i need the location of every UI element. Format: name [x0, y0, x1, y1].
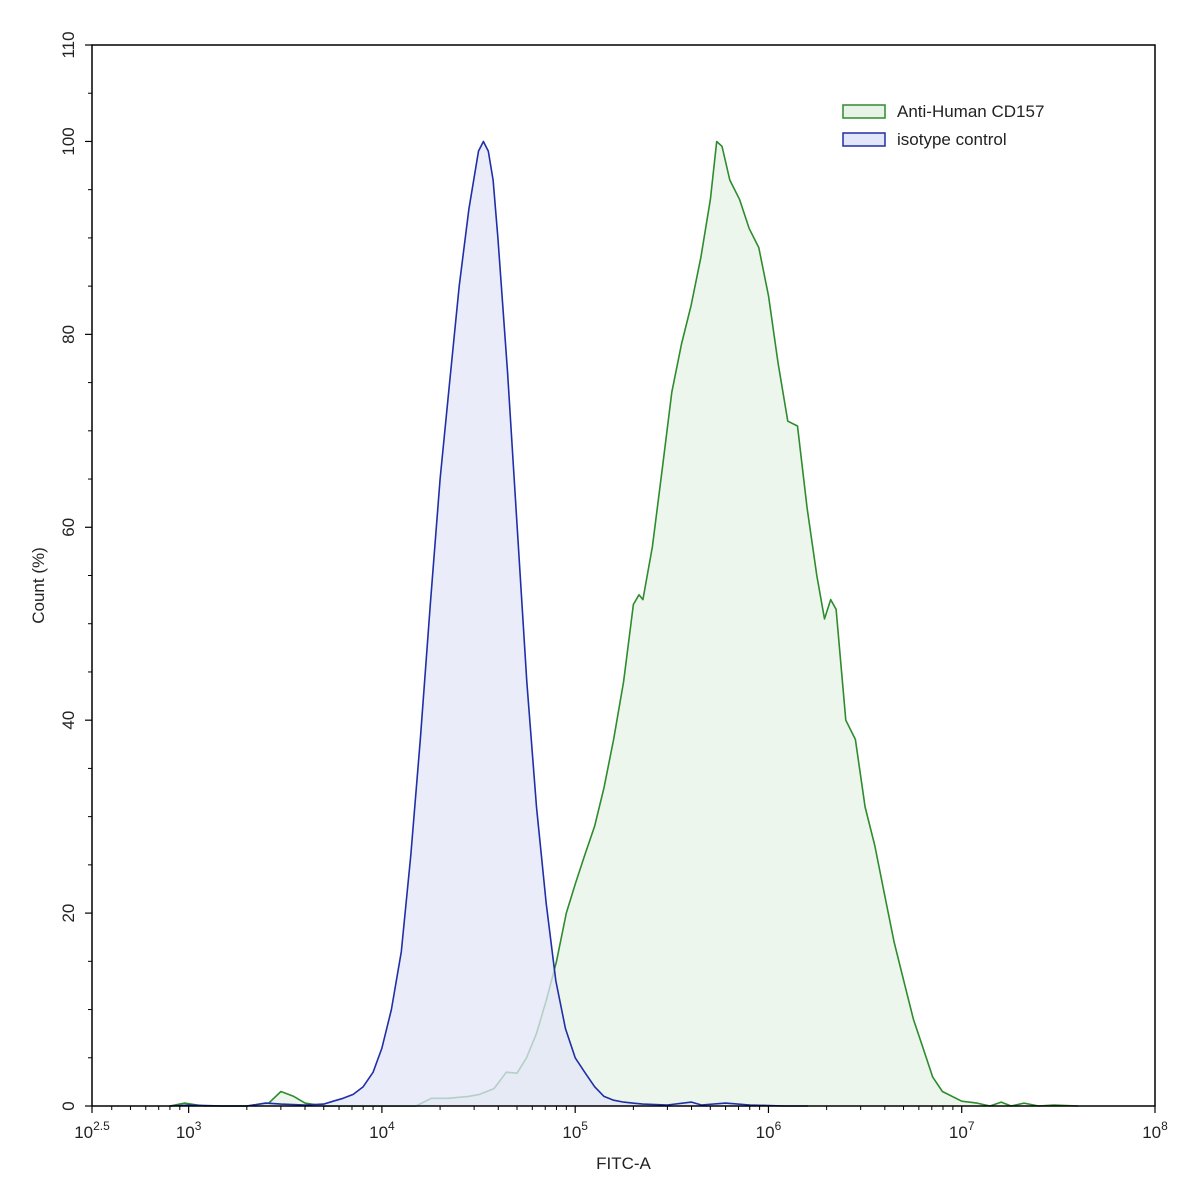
legend-label-1: isotype control [897, 130, 1007, 149]
y-tick-label: 0 [59, 1101, 78, 1110]
x-tick-label: 105 [562, 1119, 588, 1142]
x-tick-label: 103 [176, 1119, 202, 1142]
x-tick-label: 108 [1142, 1119, 1168, 1142]
series-0-area [169, 141, 1079, 1106]
legend-swatch-1 [842, 132, 886, 147]
y-tick-label: 100 [59, 127, 78, 155]
legend: Anti-Human CD157 isotype control [842, 102, 1044, 149]
legend-label-0: Anti-Human CD157 [897, 102, 1044, 121]
y-tick-label: 40 [59, 711, 78, 730]
legend-swatch-0 [842, 104, 886, 119]
series-1-area [169, 141, 808, 1106]
x-tick-label: 104 [369, 1119, 395, 1142]
y-axis-title: Count (%) [29, 547, 48, 624]
y-tick-label: 60 [59, 518, 78, 537]
y-tick-label: 110 [59, 31, 78, 58]
axis-layer: 102.5 103 104 105 106 107 108 0 20 40 60 80 100 110 [59, 31, 1168, 1142]
y-tick-label: 80 [59, 325, 78, 344]
series-1-line [169, 140, 808, 1107]
x-axis-title: FITC-A [596, 1154, 651, 1173]
x-tick-label: 102.5 [74, 1119, 110, 1142]
x-tick-label: 107 [949, 1119, 975, 1142]
series-layer [169, 140, 1079, 1107]
x-tick-label: 106 [756, 1119, 782, 1142]
y-tick-label: 20 [59, 904, 78, 923]
